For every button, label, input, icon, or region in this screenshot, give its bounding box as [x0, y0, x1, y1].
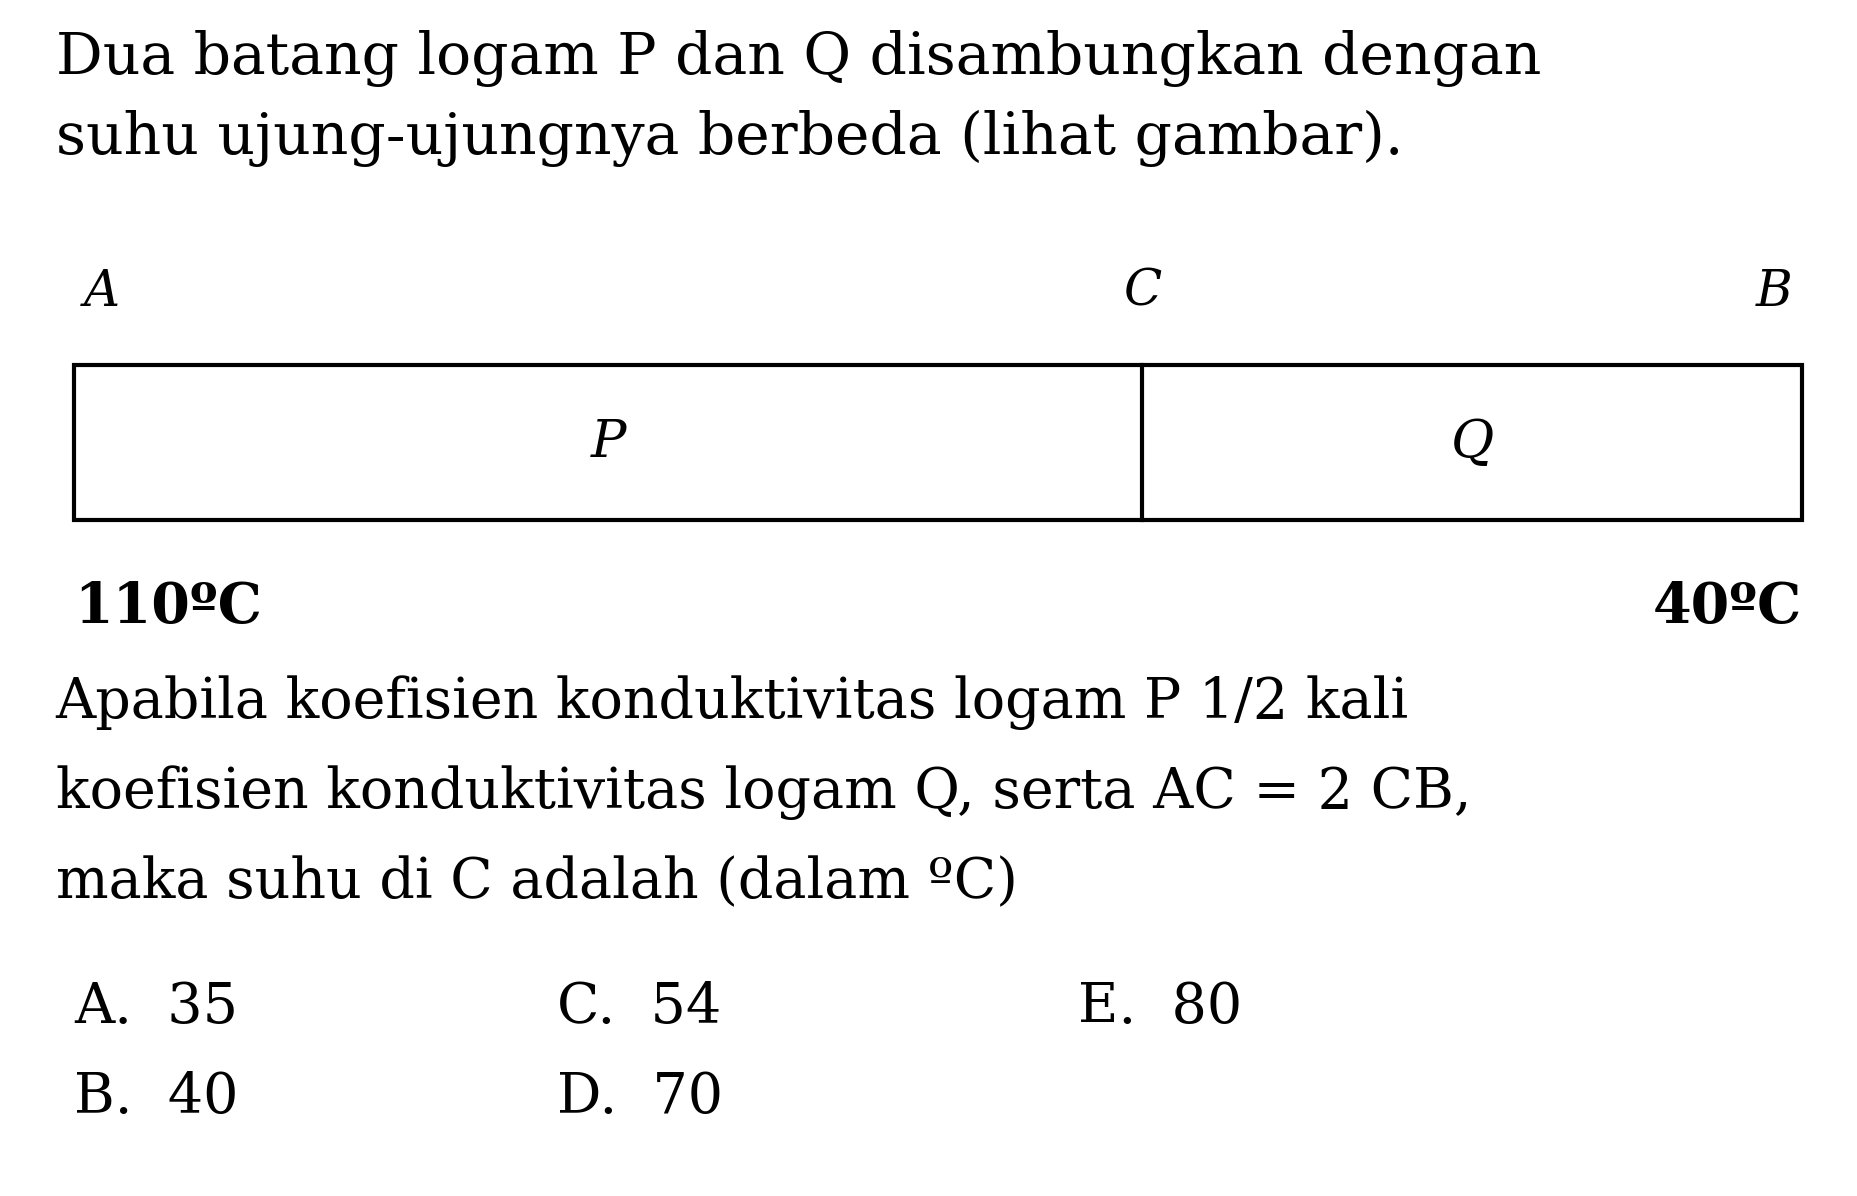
Text: B: B	[1755, 268, 1792, 317]
Text: A: A	[84, 268, 119, 317]
Text: P: P	[591, 417, 626, 468]
Text: Dua batang logam P dan Q disambungkan dengan: Dua batang logam P dan Q disambungkan de…	[56, 30, 1539, 87]
Text: maka suhu di C adalah (dalam ºC): maka suhu di C adalah (dalam ºC)	[56, 855, 1018, 910]
Text: C: C	[1122, 268, 1161, 317]
Text: E.  80: E. 80	[1077, 981, 1240, 1036]
Text: 40ºC: 40ºC	[1653, 580, 1801, 635]
Text: suhu ujung-ujungnya berbeda (lihat gambar).: suhu ujung-ujungnya berbeda (lihat gamba…	[56, 110, 1402, 167]
Text: Apabila koefisien konduktivitas logam P 1/2 kali: Apabila koefisien konduktivitas logam P …	[56, 676, 1408, 731]
Text: 110ºC: 110ºC	[74, 580, 262, 635]
Text: koefisien konduktivitas logam Q, serta AC = 2 CB,: koefisien konduktivitas logam Q, serta A…	[56, 765, 1471, 820]
Text: Q: Q	[1450, 417, 1493, 468]
Text: C.  54: C. 54	[557, 981, 721, 1036]
Text: D.  70: D. 70	[557, 1070, 722, 1125]
Text: A.  35: A. 35	[74, 981, 238, 1036]
Bar	[74, 365, 1801, 520]
Text: B.  40: B. 40	[74, 1070, 238, 1125]
